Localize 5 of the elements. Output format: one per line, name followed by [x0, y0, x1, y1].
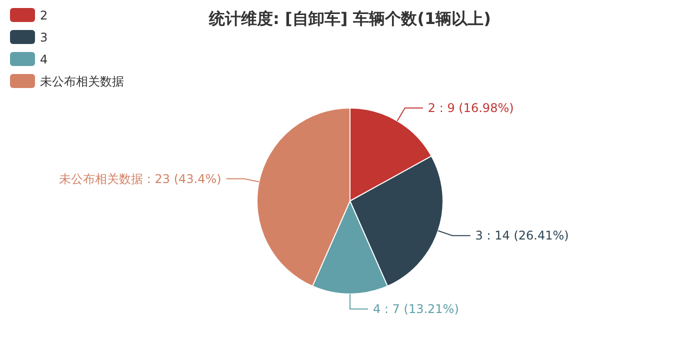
legend-label: 4: [40, 52, 48, 66]
title: 统计维度: [自卸车] 车辆个数(1辆以上): [209, 9, 491, 28]
legend-label: 3: [40, 30, 48, 44]
legend-label: 2: [40, 8, 48, 22]
legend-label: 未公布相关数据: [40, 74, 124, 88]
